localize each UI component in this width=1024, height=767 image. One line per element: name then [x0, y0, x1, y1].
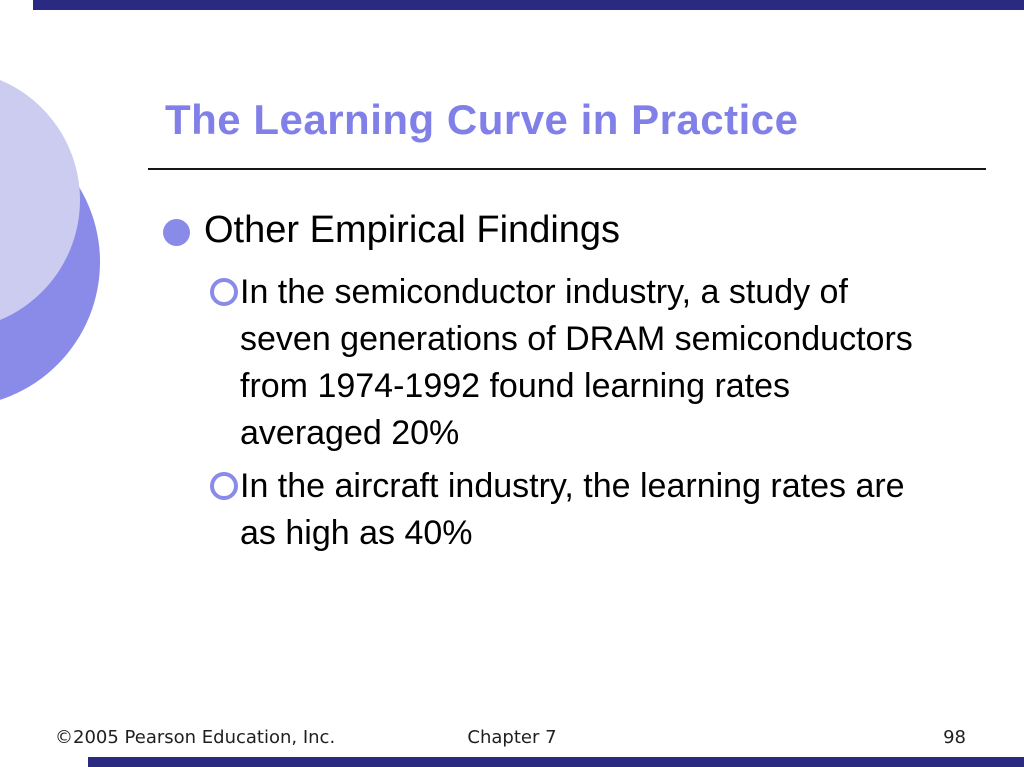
sub-bullet-item-semiconductor: In the semiconductor industry, a study o…: [210, 269, 993, 457]
bullet-text-level1: Other Empirical Findings: [204, 209, 621, 251]
filled-circle-bullet-icon: [163, 219, 190, 246]
slide-body: Other Empirical Findings In the semicond…: [163, 207, 993, 557]
open-circle-bullet-icon: [210, 278, 238, 306]
sub-bullet-text-semiconductor: In the semiconductor industry, a study o…: [240, 273, 913, 452]
title-underline: [148, 168, 986, 170]
top-edge-bar: [33, 0, 1024, 10]
sub-bullet-group: In the semiconductor industry, a study o…: [210, 269, 993, 557]
footer-copyright: ©2005 Pearson Education, Inc.: [55, 727, 336, 748]
bottom-edge-bar: [88, 757, 1024, 767]
bullet-item-level1: Other Empirical Findings: [163, 207, 993, 253]
sub-bullet-item-aircraft: In the aircraft industry, the learning r…: [210, 463, 993, 557]
sub-bullet-text-aircraft: In the aircraft industry, the learning r…: [240, 467, 905, 552]
open-circle-bullet-icon: [210, 472, 238, 500]
footer-page-number: 98: [943, 727, 966, 748]
slide-title: The Learning Curve in Practice: [165, 96, 799, 143]
footer-chapter: Chapter 7: [467, 727, 557, 748]
